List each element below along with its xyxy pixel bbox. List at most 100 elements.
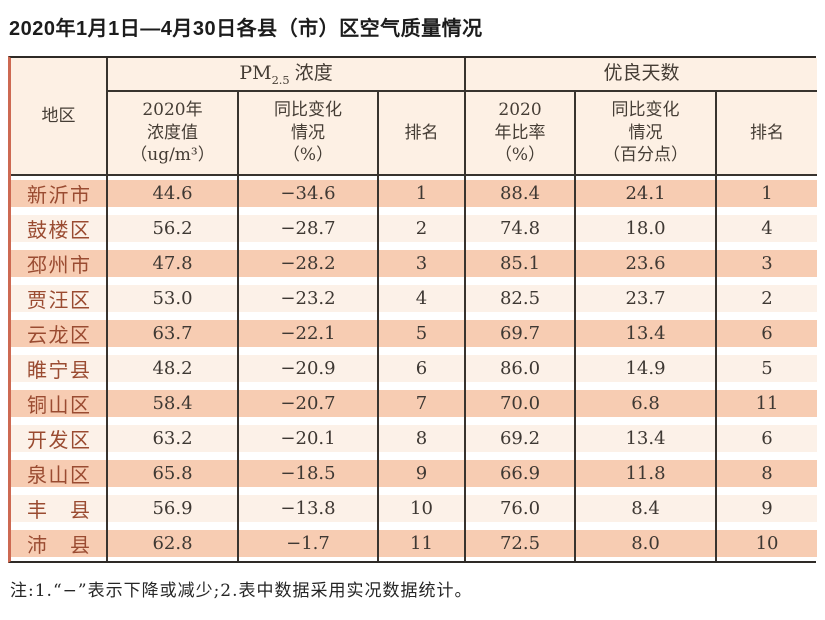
cell-good-rate: 88.4 [466, 176, 577, 211]
cell-good-change: 8.0 [576, 526, 718, 561]
region-label: 开发区 [27, 428, 90, 452]
table-row: 开发区 63.2 −20.1 8 69.2 13.4 6 [11, 421, 818, 456]
cell-good-rank: 9 [717, 491, 818, 526]
cell-pm-change: −23.2 [239, 281, 379, 316]
cell-good-change: 24.1 [576, 176, 718, 211]
cell-region: 铜山区 [11, 386, 108, 421]
table-row: 新沂市 44.6 −34.6 1 88.4 24.1 1 [11, 176, 818, 211]
cell-good-rank: 2 [717, 281, 818, 316]
table-row: 铜山区 58.4 −20.7 7 70.0 6.8 11 [11, 386, 818, 421]
cell-good-rate: 82.5 [466, 281, 577, 316]
cell-pm-change: −20.1 [239, 421, 379, 456]
cell-good-rate: 69.7 [466, 316, 577, 351]
cell-pm-change: −13.8 [239, 491, 379, 526]
pm-label-prefix: PM [239, 61, 272, 84]
cell-pm-change: −28.7 [239, 211, 379, 246]
region-label: 贾汪区 [27, 288, 90, 312]
cell-good-change: 14.9 [576, 351, 718, 386]
region-label: 鼓楼区 [27, 218, 90, 242]
header-good-rate: 2020 年比率 （%） [466, 92, 577, 176]
region-label: 泉山区 [27, 463, 90, 487]
header-line: 2020年 [142, 100, 203, 121]
header-line: （%） [282, 145, 334, 166]
table-row: 睢宁县 48.2 −20.9 6 86.0 14.9 5 [11, 351, 818, 386]
header-pm-change: 同比变化 情况 （%） [239, 92, 379, 176]
header-pm-value: 2020年 浓度值 （ug/m³） [108, 92, 239, 176]
table-row: 丰县 56.9 −13.8 10 76.0 8.4 9 [11, 491, 818, 526]
cell-good-rate: 69.2 [466, 421, 577, 456]
header-line: 情况 [291, 122, 325, 143]
table-row: 沛县 62.8 −1.7 11 72.5 8.0 10 [11, 526, 818, 561]
air-quality-table-frame: 地区 PM2.5 浓度 优良天数 2020年 浓度值 （ug/m³） 同比变化 情况 （%… [8, 56, 818, 563]
header-line: 年比率 [494, 122, 546, 143]
cell-good-rank: 6 [717, 316, 818, 351]
cell-pm-rank: 8 [379, 421, 467, 456]
cell-pm-change: −28.2 [239, 246, 379, 281]
cell-pm-value: 44.6 [108, 176, 239, 211]
cell-pm-change: −1.7 [239, 526, 379, 561]
region-label: 丰县 [27, 498, 90, 522]
header-region: 地区 [11, 58, 108, 176]
cell-pm-value: 63.2 [108, 421, 239, 456]
region-label: 新沂市 [27, 183, 90, 207]
header-line: （百分点） [603, 145, 689, 166]
cell-good-change: 8.4 [576, 491, 718, 526]
cell-region: 鼓楼区 [11, 211, 108, 246]
header-pm-group: PM2.5 浓度 [108, 58, 467, 92]
header-line: 同比变化 [611, 100, 680, 121]
cell-pm-value: 65.8 [108, 456, 239, 491]
cell-pm-rank: 3 [379, 246, 467, 281]
cell-region: 云龙区 [11, 316, 108, 351]
region-label: 睢宁县 [27, 358, 90, 382]
cell-good-rank: 4 [717, 211, 818, 246]
cell-pm-value: 56.9 [108, 491, 239, 526]
cell-pm-value: 53.0 [108, 281, 239, 316]
table-row: 鼓楼区 56.2 −28.7 2 74.8 18.0 4 [11, 211, 818, 246]
footnote: 注:1.“−”表示下降或减少;2.表中数据采用实况数据统计。 [10, 581, 473, 601]
table-row: 泉山区 65.8 −18.5 9 66.9 11.8 8 [11, 456, 818, 491]
cell-pm-value: 58.4 [108, 386, 239, 421]
cell-pm-rank: 4 [379, 281, 467, 316]
air-quality-table: 地区 PM2.5 浓度 优良天数 2020年 浓度值 （ug/m³） 同比变化 情况 （%… [11, 58, 818, 561]
cell-good-rate: 85.1 [466, 246, 577, 281]
cell-good-change: 13.4 [576, 421, 718, 456]
cell-good-rank: 5 [717, 351, 818, 386]
cell-region: 新沂市 [11, 176, 108, 211]
cell-good-change: 11.8 [576, 456, 718, 491]
header-line: 浓度值 [147, 122, 198, 143]
cell-good-rank: 8 [717, 456, 818, 491]
cell-good-change: 23.6 [576, 246, 718, 281]
page-title: 2020年1月1日—4月30日各县（市）区空气质量情况 [9, 18, 483, 40]
cell-region: 沛县 [11, 526, 108, 561]
cell-pm-rank: 9 [379, 456, 467, 491]
cell-pm-change: −18.5 [239, 456, 379, 491]
region-label: 沛县 [27, 533, 90, 557]
cell-good-rank: 1 [717, 176, 818, 211]
header-sub-row: 2020年 浓度值 （ug/m³） 同比变化 情况 （%） 排名 2020 年比率 （%） … [11, 92, 818, 176]
cell-good-rank: 11 [717, 386, 818, 421]
cell-region: 邳州市 [11, 246, 108, 281]
cell-pm-change: −34.6 [239, 176, 379, 211]
table-body: 新沂市 44.6 −34.6 1 88.4 24.1 1 鼓楼区 56.2 −2… [11, 176, 818, 561]
cell-pm-rank: 2 [379, 211, 467, 246]
cell-pm-value: 47.8 [108, 246, 239, 281]
cell-pm-value: 63.7 [108, 316, 239, 351]
cell-pm-rank: 6 [379, 351, 467, 386]
cell-good-rate: 74.8 [466, 211, 577, 246]
cell-region: 睢宁县 [11, 351, 108, 386]
header-good-days-group: 优良天数 [466, 58, 818, 92]
table-row: 云龙区 63.7 −22.1 5 69.7 13.4 6 [11, 316, 818, 351]
cell-region: 泉山区 [11, 456, 108, 491]
cell-good-change: 18.0 [576, 211, 718, 246]
header-line: 情况 [628, 122, 663, 143]
pm-label-suffix: 浓度 [294, 61, 333, 84]
header-pm-rank: 排名 [379, 92, 467, 176]
cell-pm-rank: 5 [379, 316, 467, 351]
cell-pm-value: 62.8 [108, 526, 239, 561]
region-label: 铜山区 [27, 393, 90, 417]
cell-region: 开发区 [11, 421, 108, 456]
cell-good-rate: 70.0 [466, 386, 577, 421]
cell-good-rank: 10 [717, 526, 818, 561]
cell-pm-change: −22.1 [239, 316, 379, 351]
page: 2020年1月1日—4月30日各县（市）区空气质量情况 地区 PM2.5 浓度 优… [8, 18, 818, 601]
